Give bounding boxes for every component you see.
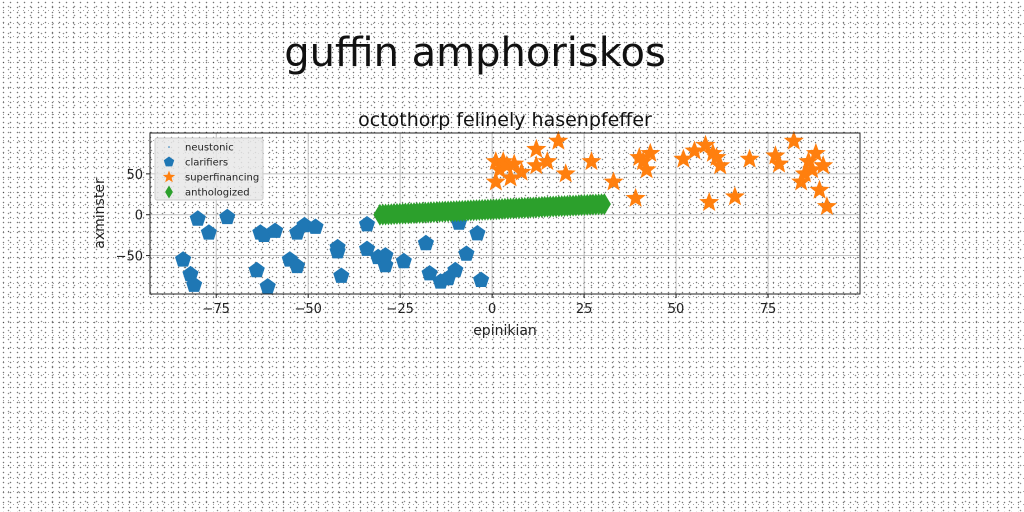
data-point (485, 171, 506, 191)
data-point (597, 193, 611, 216)
legend: neustonic clarifiers superfinancing antholo… (154, 137, 264, 201)
data-point (500, 167, 521, 187)
data-point (447, 261, 464, 278)
data-point (603, 171, 624, 191)
data-point (555, 163, 576, 183)
x-tick-label: 75 (760, 302, 777, 317)
data-point (739, 148, 760, 168)
data-point (706, 147, 727, 166)
series-layer (175, 130, 837, 294)
x-tick-label: −50 (294, 302, 321, 317)
series-superfinancing (485, 130, 837, 215)
data-point (200, 224, 217, 240)
data-point (794, 163, 815, 183)
legend-marker (163, 156, 175, 167)
legend-box (154, 137, 264, 201)
data-point (504, 153, 525, 173)
data-point (633, 151, 653, 171)
y-tick-label: 50 (126, 168, 143, 183)
data-point (496, 155, 517, 175)
data-point (473, 271, 490, 287)
data-point (489, 159, 510, 179)
data-point (511, 161, 532, 181)
data-point (248, 261, 265, 278)
x-tick-label: −25 (386, 302, 413, 317)
data-point (458, 245, 475, 261)
data-point (769, 153, 790, 173)
data-point (526, 155, 547, 175)
data-point (189, 210, 206, 226)
data-point (186, 276, 203, 292)
legend-marker (168, 146, 170, 148)
data-point (359, 216, 376, 232)
data-point (783, 130, 804, 150)
data-point (537, 151, 558, 171)
x-tick-label: 0 (488, 302, 496, 317)
data-point (359, 240, 376, 256)
data-point (526, 138, 547, 158)
legend-marker (165, 185, 173, 199)
chart-title: octothorp felinely hasenpfeffer (358, 109, 652, 131)
data-point (809, 179, 830, 199)
data-point (417, 234, 434, 251)
tick-marks: −75 −50 −25 0 25 50 75 −50 0 50 (116, 168, 777, 317)
y-tick-label: 0 (135, 209, 143, 224)
x-tick-label: −75 (202, 302, 229, 317)
data-point (805, 142, 826, 162)
x-tick-label: 25 (576, 302, 593, 317)
data-point (765, 145, 786, 165)
data-point (421, 265, 438, 281)
data-point (289, 257, 306, 274)
data-point (640, 142, 661, 162)
data-point (724, 186, 745, 206)
data-point (395, 252, 412, 269)
data-point (469, 225, 486, 241)
data-point (702, 142, 723, 162)
data-point (267, 222, 284, 238)
legend-marker (162, 170, 176, 183)
plot-frame (149, 132, 861, 295)
data-point (673, 148, 694, 168)
data-point (813, 155, 834, 175)
data-point (175, 251, 192, 267)
data-point (377, 247, 394, 263)
data-point (307, 218, 324, 234)
data-point (802, 159, 823, 179)
legend-label: superfinancing (185, 173, 259, 184)
data-point (493, 151, 514, 171)
data-point (636, 159, 657, 179)
data-point (329, 243, 346, 259)
y-tick-label: −50 (116, 250, 143, 265)
data-point (581, 151, 602, 171)
data-point (684, 140, 705, 160)
data-point (548, 130, 569, 150)
figure-title: guffin amphoriskos (284, 30, 666, 76)
data-point (816, 196, 837, 215)
data-point (333, 267, 350, 283)
data-point (259, 278, 276, 294)
x-tick-label: 50 (668, 302, 685, 317)
data-point (699, 192, 720, 211)
series-anthologized (373, 193, 611, 226)
legend-label: anthologized (185, 188, 250, 199)
data-point (629, 147, 650, 166)
y-axis-title: axminster (92, 178, 108, 249)
legend-label: neustonic (185, 143, 234, 154)
data-point (791, 171, 812, 191)
data-point (625, 187, 646, 207)
legend-label: clarifiers (185, 158, 228, 169)
data-point (296, 216, 313, 233)
series-clarifiers (175, 208, 490, 294)
x-axis-title: epinikian (473, 323, 537, 339)
data-point (710, 155, 731, 175)
data-point (219, 208, 236, 225)
data-point (485, 151, 506, 171)
data-point (695, 134, 716, 154)
data-point (798, 151, 819, 171)
